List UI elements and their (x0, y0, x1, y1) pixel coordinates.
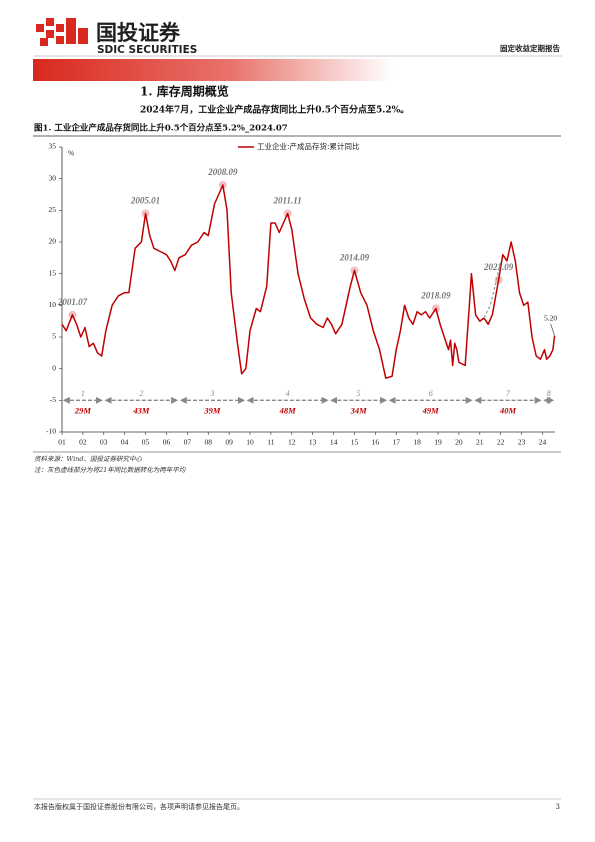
x-tick-label: 11 (267, 438, 274, 447)
cycle-number: 2 (139, 389, 143, 398)
end-label-leader (550, 323, 555, 336)
aux-line (483, 260, 502, 319)
x-tick-label: 14 (330, 438, 338, 447)
x-tick-label: 16 (372, 438, 380, 447)
cycle-duration: 43M (132, 405, 150, 415)
y-tick-label: 5 (52, 332, 56, 341)
series-line (61, 184, 556, 379)
x-tick-label: 17 (392, 438, 400, 447)
logo-cn: 国投证券 (96, 21, 181, 45)
x-tick-label: 06 (163, 438, 171, 447)
source: 资料来源：Wind、国投证券研究中心 (34, 455, 142, 463)
x-tick-label: 12 (288, 438, 296, 447)
section-title: 1. 库存周期概览 (140, 84, 229, 99)
legend-label: 工业企业:产成品存货:累计同比 (257, 141, 360, 151)
cycle-duration: 39M (203, 405, 221, 415)
y-tick-label: 0 (52, 363, 56, 372)
footer-disclaimer: 本报告版权属于国投证券股份有限公司，各项声明请参见报告尾页。 (34, 802, 244, 811)
x-tick-label: 02 (79, 438, 87, 447)
peak-label: 2001.07 (57, 297, 88, 307)
y-tick-label: -10 (46, 427, 56, 436)
cycle-number: 3 (209, 389, 214, 398)
peak-label: 2005.01 (130, 196, 160, 206)
x-tick-label: 03 (100, 438, 108, 447)
cycle-number: 6 (429, 389, 433, 398)
peak-label: 2008.09 (207, 167, 238, 177)
figure-title: 图1. 工业企业产成品存货同比上升0.5个百分点至5.2%_2024.07 (34, 123, 288, 134)
x-tick-label: 09 (225, 438, 233, 447)
cycle-duration: 48M (279, 405, 297, 415)
cycle-number: 4 (286, 389, 290, 398)
cycle-duration: 49M (422, 405, 440, 415)
y-tick-label: 30 (49, 173, 57, 182)
section-summary: 2024年7月，工业企业产成品存货同比上升0.5个百分点至5.2%。 (140, 104, 409, 116)
peak-label: 2011.11 (272, 196, 301, 206)
peak-label: 2021.09 (483, 262, 514, 272)
y-tick-label: 25 (49, 205, 57, 214)
cycle-number: 5 (357, 389, 361, 398)
y-tick-label: 15 (49, 268, 57, 277)
x-tick-label: 13 (309, 438, 317, 447)
end-label: 5.20 (544, 313, 557, 322)
x-tick-label: 22 (497, 438, 505, 447)
x-tick-label: 04 (121, 438, 129, 447)
y-tick-label: -5 (50, 395, 56, 404)
x-tick-label: 19 (434, 438, 442, 447)
y-unit: % (68, 149, 74, 158)
cycle-duration: 29M (74, 405, 92, 415)
cycle-number: 8 (547, 389, 551, 398)
x-tick-label: 10 (246, 438, 254, 447)
cycle-duration: 34M (350, 405, 368, 415)
x-tick-label: 15 (351, 438, 359, 447)
cycle-number: 1 (81, 389, 85, 398)
x-tick-label: 24 (539, 438, 547, 447)
cycle-duration: 40M (499, 405, 517, 415)
x-tick-label: 23 (518, 438, 526, 447)
logo-icon (36, 18, 88, 46)
page-number: 3 (556, 803, 560, 811)
peak-label: 2014.09 (339, 253, 370, 263)
y-tick-label: 20 (49, 237, 57, 246)
report-type: 固定收益定期报告 (500, 43, 560, 53)
x-tick-label: 08 (204, 438, 212, 447)
x-tick-label: 21 (476, 438, 484, 447)
cycle-number: 7 (506, 389, 511, 398)
x-tick-label: 18 (413, 438, 421, 447)
x-tick-label: 01 (58, 438, 66, 447)
logo-en: SDIC SECURITIES (97, 44, 197, 56)
peak-label: 2018.09 (420, 291, 451, 301)
note: 注：灰色虚线部分为将21年同比数据转化为两年平均 (34, 466, 187, 474)
x-tick-label: 05 (142, 438, 150, 447)
y-tick-label: 10 (49, 300, 57, 309)
header-band (33, 59, 393, 81)
x-tick-label: 07 (184, 438, 192, 447)
x-tick-label: 20 (455, 438, 463, 447)
y-tick-label: 35 (49, 142, 57, 151)
